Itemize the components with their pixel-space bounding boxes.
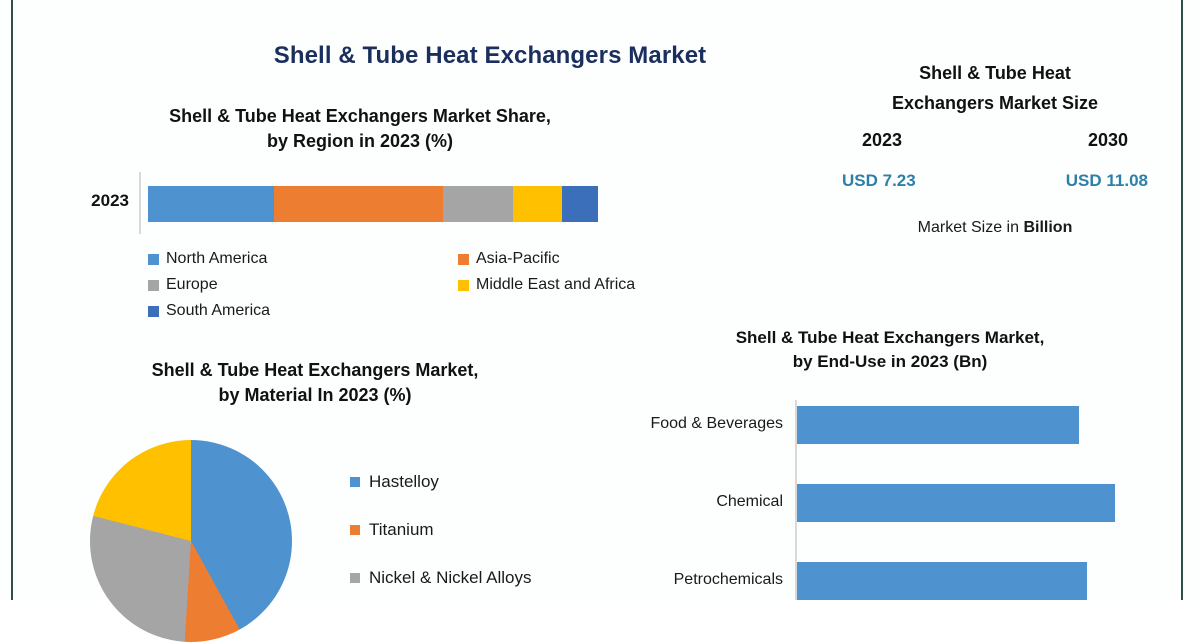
end-use-bar-row: Petrochemicals — [674, 562, 1155, 600]
legend-swatch-icon — [350, 573, 360, 583]
market-size-value-start: USD 7.23 — [842, 171, 916, 190]
region-legend-item: Asia-Pacific — [458, 246, 560, 272]
end-use-plot-area: Food & Beverages Chemical Petrochemicals — [650, 400, 1155, 600]
market-size-year-end: 2030 — [1087, 130, 1128, 150]
region-bar-segment — [512, 186, 562, 222]
material-legend-label: Nickel & Nickel Alloys — [369, 568, 532, 587]
right-border-rule — [1181, 0, 1183, 600]
market-size-title-line2: Exchangers Market Size — [891, 93, 1099, 113]
region-share-chart: Shell & Tube Heat Exchangers Market Shar… — [30, 104, 690, 339]
region-bar-segment — [148, 186, 274, 222]
region-stacked-bar — [148, 186, 598, 222]
end-use-chart-title-line2: by End-Use in 2023 (Bn) — [792, 352, 988, 371]
region-legend-label: Europe — [166, 276, 218, 293]
region-legend-label: Middle East and Africa — [476, 276, 636, 293]
material-legend-item: Nickel & Nickel Alloys — [350, 554, 615, 602]
region-chart-title-line1: Shell & Tube Heat Exchangers Market Shar… — [169, 106, 551, 126]
left-border-rule — [11, 0, 13, 600]
end-use-chart-title: Shell & Tube Heat Exchangers Market, by … — [610, 326, 1170, 374]
page-title: Shell & Tube Heat Exchangers Market — [273, 42, 707, 69]
region-legend-item: Middle East and Africa — [458, 272, 635, 298]
legend-swatch-icon — [458, 253, 469, 265]
market-size-title: Shell & Tube Heat Exchangers Market Size — [820, 58, 1170, 118]
end-use-bar-row: Food & Beverages — [650, 406, 1155, 444]
region-legend: North America Asia-Pacific Europe Middle Ea… — [148, 246, 708, 326]
region-legend-item: Europe — [148, 272, 218, 298]
region-bar-segment — [562, 186, 598, 222]
market-size-years: 2023 2030 — [820, 130, 1170, 151]
market-size-unit-bold: Billion — [1023, 219, 1073, 236]
legend-swatch-icon — [148, 305, 159, 317]
end-use-category-label: Food & Beverages — [650, 415, 783, 432]
market-size-values: USD 7.23 USD 11.08 — [820, 171, 1170, 191]
material-legend-label: Hastelloy — [369, 472, 439, 491]
material-chart-title: Shell & Tube Heat Exchangers Market, by … — [10, 358, 620, 408]
region-legend-item: North America — [148, 246, 267, 272]
material-legend: Hastelloy Titanium Nickel & Nickel Alloys — [350, 458, 615, 602]
region-plot-area: 2023 — [91, 172, 609, 234]
market-size-value-end: USD 11.08 — [1065, 171, 1148, 190]
market-size-panel: Shell & Tube Heat Exchangers Market Size… — [820, 58, 1170, 288]
end-use-bar — [797, 484, 1115, 522]
end-use-bar — [797, 406, 1079, 444]
material-chart-title-line1: Shell & Tube Heat Exchangers Market, — [151, 360, 479, 380]
market-size-unit-note: Market Size in Billion — [820, 219, 1170, 237]
region-bar-segment — [274, 186, 443, 222]
material-legend-item: Hastelloy — [350, 458, 615, 506]
region-legend-label: North America — [166, 250, 268, 267]
end-use-chart: Shell & Tube Heat Exchangers Market, by … — [610, 326, 1170, 600]
end-use-bar — [797, 562, 1087, 600]
market-size-title-line1: Shell & Tube Heat — [919, 63, 1071, 83]
market-size-unit-prefix: Market Size in — [917, 219, 1024, 236]
end-use-category-axis — [795, 400, 797, 600]
legend-swatch-icon — [458, 279, 469, 291]
region-legend-label: Asia-Pacific — [476, 250, 560, 267]
material-legend-label: Titanium — [369, 520, 434, 539]
region-legend-item: South America — [148, 298, 270, 324]
region-chart-title-line2: by Region in 2023 (%) — [266, 131, 454, 151]
end-use-bar-row: Chemical — [716, 484, 1155, 522]
legend-swatch-icon — [148, 279, 159, 291]
end-use-category-label: Petrochemicals — [673, 571, 783, 588]
region-value-axis — [139, 172, 141, 234]
region-chart-title: Shell & Tube Heat Exchangers Market Shar… — [30, 104, 690, 154]
end-use-category-label: Chemical — [716, 493, 783, 510]
material-share-chart: Shell & Tube Heat Exchangers Market, by … — [10, 358, 620, 642]
market-size-year-start: 2023 — [862, 130, 903, 150]
legend-swatch-icon — [350, 477, 360, 487]
infographic-canvas: Shell & Tube Heat Exchangers Market Shel… — [10, 0, 1183, 642]
legend-swatch-icon — [350, 525, 360, 535]
legend-swatch-icon — [148, 253, 159, 265]
region-category-label: 2023 — [91, 191, 129, 210]
end-use-chart-title-line1: Shell & Tube Heat Exchangers Market, — [735, 328, 1045, 347]
region-legend-label: South America — [166, 302, 271, 319]
material-chart-title-line2: by Material In 2023 (%) — [218, 385, 412, 405]
material-legend-item: Titanium — [350, 506, 615, 554]
region-bar-segment — [442, 186, 513, 222]
material-pie — [90, 440, 292, 642]
